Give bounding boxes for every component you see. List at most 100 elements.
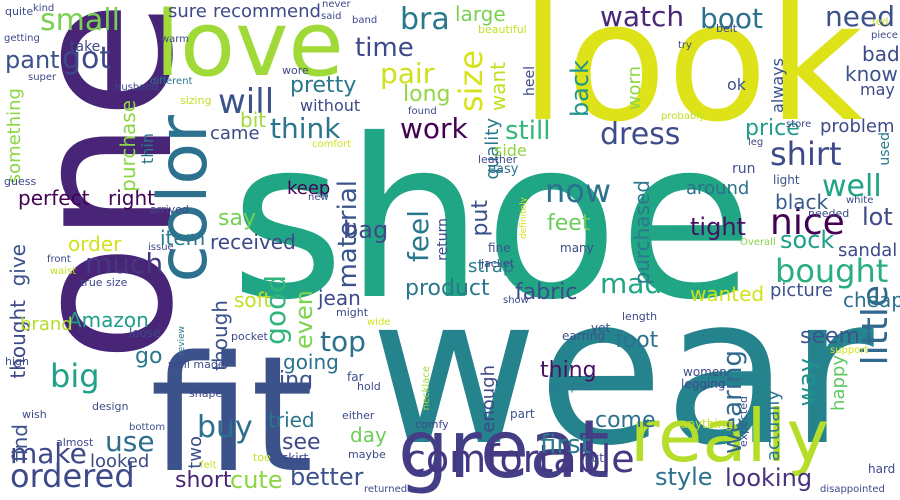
cloud-word: product	[405, 276, 490, 301]
cloud-word: put	[468, 200, 493, 237]
cloud-word: part	[510, 407, 535, 421]
cloud-word: know	[845, 62, 898, 86]
cloud-word: got	[62, 41, 112, 76]
cloud-word: jacket	[481, 257, 514, 270]
cloud-word: tried	[268, 408, 315, 432]
cloud-word: time	[355, 33, 414, 63]
cloud-word: much	[85, 247, 164, 280]
cloud-word: brand	[20, 314, 73, 335]
cloud-word: either	[342, 409, 375, 422]
cloud-word: piece	[871, 30, 898, 41]
cloud-word: picture	[770, 280, 833, 301]
cloud-word: always	[768, 58, 787, 113]
cloud-word: work	[400, 112, 468, 145]
cloud-word: anything	[680, 417, 733, 431]
cloud-word: looking	[725, 464, 813, 492]
cloud-word: band	[352, 15, 378, 26]
cloud-word: quite	[5, 5, 34, 18]
cloud-word: definitely	[519, 197, 529, 240]
cloud-word: purchased	[630, 180, 654, 285]
cloud-word: really	[630, 394, 830, 478]
cloud-word: buy	[197, 410, 253, 445]
cloud-word: bag	[343, 216, 389, 244]
cloud-word: necklace	[421, 366, 432, 411]
cloud-word: order	[68, 232, 122, 256]
cloud-word: cheap	[843, 288, 900, 312]
cloud-word: need	[825, 0, 895, 33]
cloud-word: recommend	[213, 1, 321, 22]
cloud-word: give	[6, 244, 30, 287]
cloud-word: women	[683, 365, 727, 379]
cloud-word: maybe	[348, 448, 386, 461]
cloud-word: see	[282, 430, 321, 455]
cloud-word: around	[686, 178, 750, 199]
cloud-word: design	[92, 400, 129, 413]
cloud-word: run	[732, 161, 756, 177]
cloud-word: fit	[150, 321, 314, 500]
cloud-word: pocket	[231, 330, 268, 343]
cloud-word: purchase	[116, 100, 140, 192]
cloud-word: boot	[700, 2, 764, 35]
cloud-word: will	[218, 82, 275, 122]
cloud-word: comfortable	[405, 437, 635, 481]
cloud-word: use	[105, 425, 155, 458]
cloud-word: shoe	[230, 92, 755, 348]
cloud-word: needed	[808, 207, 850, 220]
cloud-word: far	[347, 370, 364, 384]
cloud-word: still	[505, 116, 551, 146]
cloud-word: true size	[80, 276, 128, 289]
cloud-word: side	[494, 141, 527, 160]
cloud-word: short	[175, 468, 232, 493]
cloud-word: jean	[318, 286, 361, 310]
cloud-word: Overall	[740, 237, 776, 248]
cloud-word: legging	[681, 377, 726, 391]
cloud-word: leather	[478, 153, 518, 166]
cloud-word: going	[283, 350, 339, 374]
cloud-word: now	[545, 172, 612, 210]
cloud-word: shirt	[770, 135, 842, 173]
cloud-word: problem	[820, 116, 895, 137]
cloud-word: happy	[828, 355, 849, 411]
cloud-word: black	[775, 190, 829, 214]
cloud-word: keep	[287, 178, 331, 199]
cloud-word: received	[210, 230, 296, 254]
cloud-word: bottom	[129, 422, 166, 433]
cloud-word: come	[595, 408, 656, 433]
cloud-word: felt	[200, 460, 217, 471]
cloud-word: sure	[168, 1, 207, 22]
cloud-word: make	[10, 437, 87, 470]
cloud-word: said	[321, 11, 342, 22]
cloud-word: waist	[50, 266, 77, 277]
cloud-word: support	[830, 345, 869, 356]
cloud-word: take	[70, 39, 101, 55]
cloud-word: strap	[468, 256, 515, 277]
cloud-word: lot	[862, 203, 893, 231]
cloud-word: long	[403, 82, 451, 107]
cloud-word: warm	[161, 34, 189, 45]
cloud-word: skirt	[282, 451, 309, 465]
cloud-word: even	[290, 290, 318, 349]
cloud-word: disappointed	[820, 484, 885, 495]
cloud-word: enough	[478, 365, 499, 433]
cloud-word: comfort	[312, 139, 352, 150]
cloud-word: belt	[716, 22, 738, 35]
cloud-word: made	[600, 267, 680, 300]
cloud-word: ordered	[10, 457, 135, 495]
cloud-word: well	[822, 169, 882, 204]
cloud-word: think	[270, 112, 341, 145]
cloud-word: soft	[234, 288, 272, 312]
cloud-word: looked	[90, 451, 150, 472]
cloud-word: sandal	[838, 240, 898, 261]
cloud-word: feet	[547, 211, 591, 236]
cloud-word: fabric	[515, 280, 578, 305]
cloud-word: hold	[357, 380, 381, 393]
cloud-word: almost	[56, 436, 94, 449]
cloud-word: comfy	[415, 418, 449, 431]
cloud-word: sizing	[180, 94, 212, 107]
cloud-word: watch	[600, 0, 685, 33]
cloud-word: thin	[138, 133, 157, 164]
cloud-word: cut	[585, 451, 604, 465]
cloud-word: hard	[868, 462, 896, 476]
cloud-word: nice	[770, 202, 845, 243]
